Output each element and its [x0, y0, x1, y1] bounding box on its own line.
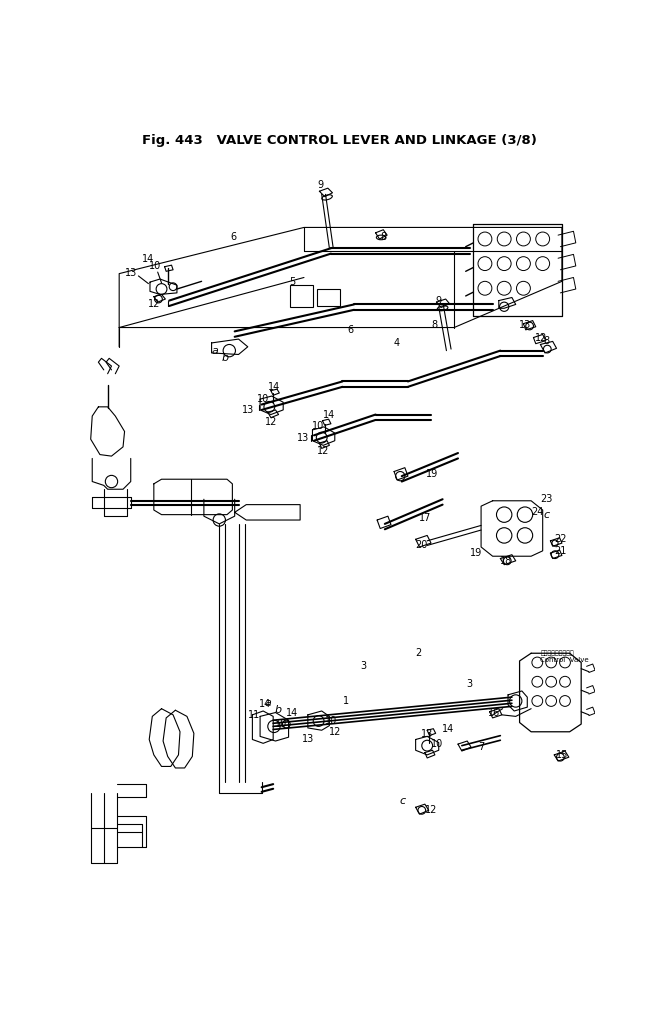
Text: 3: 3	[467, 679, 473, 689]
Text: 8: 8	[380, 233, 387, 243]
Text: 16: 16	[488, 708, 501, 717]
Text: 19: 19	[426, 469, 439, 478]
Text: a: a	[265, 698, 271, 708]
Text: Fig. 443   VALVE CONTROL LEVER AND LINKAGE (3/8): Fig. 443 VALVE CONTROL LEVER AND LINKAGE…	[142, 134, 537, 147]
Text: 18: 18	[501, 556, 512, 566]
Text: 12: 12	[317, 446, 330, 456]
Text: 12: 12	[265, 417, 277, 427]
Text: 24: 24	[531, 507, 544, 518]
Text: 10: 10	[274, 719, 287, 730]
Text: 12: 12	[148, 299, 160, 310]
Text: 22: 22	[554, 534, 567, 544]
Text: 9: 9	[436, 295, 442, 306]
Text: 21: 21	[554, 545, 567, 556]
Text: コントロールバルブ: コントロールバルブ	[540, 650, 574, 657]
Text: 14: 14	[286, 708, 298, 717]
Text: 3: 3	[360, 662, 367, 671]
Text: b: b	[221, 353, 228, 363]
Text: 10: 10	[431, 739, 444, 749]
Text: 10: 10	[325, 716, 337, 726]
Text: 13: 13	[241, 405, 254, 415]
Text: b: b	[275, 705, 282, 715]
Text: 13: 13	[519, 320, 531, 330]
Text: 23: 23	[540, 494, 553, 504]
Text: 13: 13	[125, 268, 137, 278]
Text: 11: 11	[248, 710, 260, 720]
Text: a: a	[212, 346, 219, 356]
Text: 12: 12	[329, 726, 341, 737]
Text: 14: 14	[268, 382, 280, 392]
Text: 10: 10	[312, 421, 324, 431]
Text: 15: 15	[556, 750, 568, 759]
Text: 19: 19	[469, 548, 482, 558]
Text: 9: 9	[318, 180, 324, 190]
Text: 14: 14	[259, 699, 272, 709]
Text: 13: 13	[421, 730, 434, 739]
Text: 8: 8	[432, 320, 438, 330]
Text: 14: 14	[324, 410, 335, 420]
Text: 17: 17	[419, 512, 431, 523]
Text: 4: 4	[393, 338, 399, 348]
Bar	[317, 289, 340, 306]
Text: 10: 10	[149, 261, 162, 271]
Text: 14: 14	[141, 254, 154, 264]
Text: 20: 20	[416, 540, 428, 551]
Text: 1: 1	[343, 696, 349, 706]
Text: 5: 5	[289, 277, 296, 287]
Text: Control  Valve: Control Valve	[540, 658, 589, 663]
Text: 10: 10	[257, 394, 269, 404]
Text: c: c	[400, 796, 406, 806]
Text: 13: 13	[302, 735, 314, 744]
Text: 2: 2	[416, 648, 422, 659]
Text: 8: 8	[544, 336, 550, 347]
Text: 6: 6	[347, 325, 353, 334]
Text: 14: 14	[442, 723, 454, 734]
Text: 12: 12	[425, 806, 437, 815]
Text: 6: 6	[230, 233, 236, 243]
Text: 13: 13	[297, 432, 310, 442]
Text: 12: 12	[535, 332, 548, 343]
Text: 7: 7	[478, 742, 484, 752]
Text: c: c	[544, 509, 550, 520]
Bar	[290, 285, 313, 307]
